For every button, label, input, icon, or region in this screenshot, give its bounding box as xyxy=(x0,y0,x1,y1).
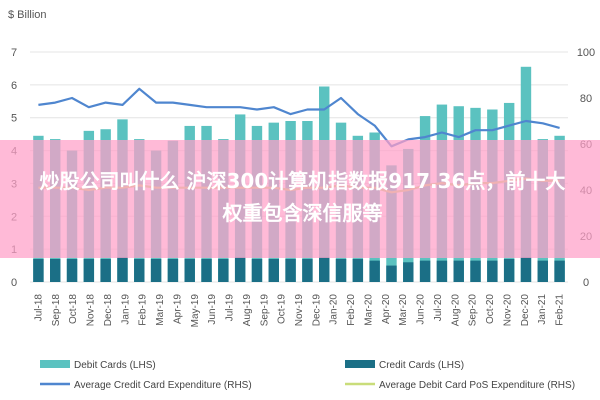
credit-card-bar xyxy=(487,260,498,282)
credit-card-bar xyxy=(218,259,229,282)
credit-card-bar xyxy=(268,259,279,282)
x-tick-label: Jul-20 xyxy=(433,294,444,322)
overlay-text: 炒股公司叫什么 沪深300计算机指数报917.36点，前十大权重包含深信服等 xyxy=(39,169,566,225)
x-axis: Jul-18 Sep-18 Oct-18 Nov-18 Dec-18 Jan-19 Feb-… xyxy=(33,294,565,328)
legend-swatch xyxy=(40,360,70,368)
credit-card-bar xyxy=(285,259,296,282)
right-tick-label: 0 xyxy=(583,277,589,289)
x-tick-label: Mar-20 xyxy=(398,294,409,326)
credit-card-expenditure-polyline xyxy=(38,87,560,148)
credit-card-bar xyxy=(503,259,515,282)
x-tick-label: Aug-19 xyxy=(242,294,253,327)
x-tick-label: Sep-18 xyxy=(51,294,62,327)
x-tick-label: Dec-18 xyxy=(103,294,114,327)
x-tick-label: Dec-20 xyxy=(520,294,531,327)
x-tick-label: Dec-19 xyxy=(311,294,322,327)
left-tick-label: 6 xyxy=(11,80,17,92)
right-tick-label: 100 xyxy=(577,47,595,59)
credit-card-bar xyxy=(470,260,481,282)
credit-card-bar xyxy=(302,259,313,282)
x-tick-label: Nov-19 xyxy=(294,294,305,327)
credit-card-bars xyxy=(33,257,565,282)
x-tick-label: Feb-21 xyxy=(555,294,566,326)
credit-card-bar xyxy=(453,260,464,282)
credit-card-bar xyxy=(100,259,111,282)
x-tick-label: Feb-20 xyxy=(346,294,357,326)
credit-card-bar xyxy=(403,262,414,282)
credit-card-bar xyxy=(83,259,95,282)
x-tick-label: Sep-20 xyxy=(468,294,479,327)
credit-card-bar xyxy=(436,260,448,282)
credit-card-bar xyxy=(554,260,565,282)
credit-card-bar xyxy=(234,257,246,282)
x-tick-label: Jul-18 xyxy=(33,294,44,322)
credit-card-bar xyxy=(167,259,179,282)
overlay-banner xyxy=(0,140,600,258)
credit-card-bar xyxy=(251,259,263,282)
legend-label: Debit Cards (LHS) xyxy=(74,360,156,371)
x-tick-label: Jun-20 xyxy=(416,294,427,325)
credit-card-bar xyxy=(335,259,347,282)
credit-card-expenditure-line xyxy=(38,87,560,148)
x-tick-label: Mar-19 xyxy=(155,294,166,326)
x-tick-label: Jan-21 xyxy=(537,294,548,325)
credit-card-bar xyxy=(537,260,548,282)
legend-label: Average Debit Card PoS Expenditure (RHS) xyxy=(379,380,575,391)
x-tick-label: Apr-20 xyxy=(381,294,392,324)
credit-card-bar xyxy=(150,259,162,282)
legend: Debit Cards (LHS) Credit Cards (LHS) Avera… xyxy=(40,360,575,391)
x-tick-label: Oct-20 xyxy=(485,294,496,324)
credit-card-bar xyxy=(369,260,380,282)
legend-label: Credit Cards (LHS) xyxy=(379,360,464,371)
x-tick-label: Oct-19 xyxy=(277,294,288,324)
x-tick-label: Jan-20 xyxy=(329,294,340,325)
legend-label: Average Credit Card Expenditure (RHS) xyxy=(74,380,252,391)
legend-swatch xyxy=(345,360,375,368)
x-tick-label: Aug-20 xyxy=(450,294,461,327)
credit-card-bar xyxy=(319,257,330,282)
credit-card-bar xyxy=(184,259,195,282)
x-tick-label: Nov-20 xyxy=(502,294,513,327)
credit-card-bar xyxy=(50,259,61,282)
x-tick-label: Feb-19 xyxy=(138,294,149,326)
x-tick-label: Mar-20 xyxy=(363,294,374,326)
x-tick-label: Jan-19 xyxy=(120,294,131,325)
credit-card-bar xyxy=(386,265,397,282)
left-tick-label: 0 xyxy=(11,277,17,289)
x-tick-label: May-19 xyxy=(190,294,201,328)
credit-card-bar xyxy=(201,259,212,282)
x-tick-label: Jul-19 xyxy=(225,294,236,322)
x-tick-label: Jun-19 xyxy=(207,294,218,325)
x-tick-label: Oct-18 xyxy=(68,294,79,324)
left-tick-label: 7 xyxy=(11,47,17,59)
credit-card-bar xyxy=(520,257,532,282)
x-tick-label: Nov-18 xyxy=(86,294,97,327)
right-tick-label: 80 xyxy=(580,93,592,105)
credit-card-bar xyxy=(352,259,364,282)
x-tick-label: Apr-19 xyxy=(172,294,183,324)
credit-card-bar xyxy=(117,257,128,282)
credit-card-bar xyxy=(66,259,78,282)
credit-card-bar xyxy=(33,259,44,282)
left-tick-label: 5 xyxy=(11,113,17,125)
credit-card-bar xyxy=(134,259,145,282)
x-tick-label: Sep-19 xyxy=(259,294,270,327)
unit-label: $ Billion xyxy=(8,9,47,21)
credit-card-bar xyxy=(419,260,431,282)
